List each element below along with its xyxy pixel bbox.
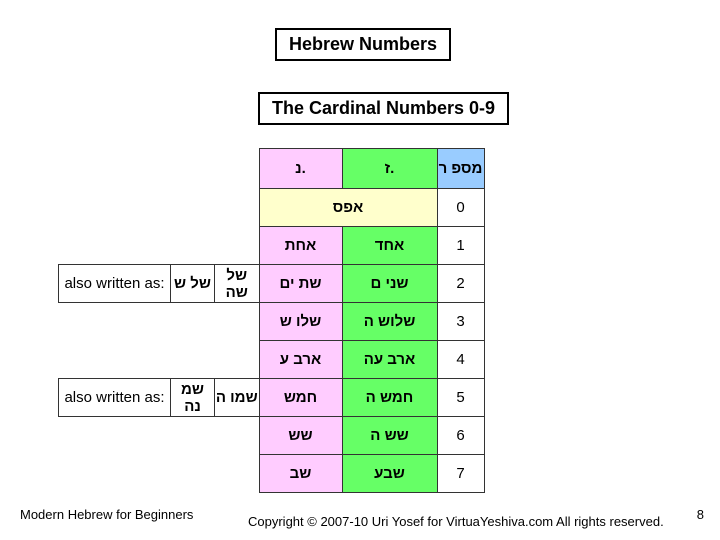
blank-cell xyxy=(59,227,171,265)
blank-cell xyxy=(215,455,260,493)
blank-cell xyxy=(215,341,260,379)
blank-cell xyxy=(59,341,171,379)
note-cell: also written as: xyxy=(59,265,171,303)
cell-number: 6 xyxy=(437,417,484,455)
cell-number: 7 xyxy=(437,455,484,493)
blank-cell xyxy=(59,149,171,189)
cell-number: 3 xyxy=(437,303,484,341)
blank-cell xyxy=(171,417,215,455)
blank-cell xyxy=(59,417,171,455)
alt-cell-2: של שה xyxy=(215,265,260,303)
cell-number: 4 xyxy=(437,341,484,379)
cell-zero-hebrew: אפס xyxy=(259,189,437,227)
footer-center: Copyright © 2007-10 Uri Yosef for Virtua… xyxy=(248,514,664,530)
blank-cell xyxy=(171,455,215,493)
blank-cell xyxy=(59,455,171,493)
cell-masculine: שלוש ה xyxy=(342,303,437,341)
footer-right: 8 xyxy=(697,507,704,522)
page-title: Hebrew Numbers xyxy=(275,28,451,61)
alt-cell-1: של ש xyxy=(171,265,215,303)
blank-cell xyxy=(215,189,260,227)
cell-feminine: חמש xyxy=(259,379,342,417)
cell-number: 0 xyxy=(437,189,484,227)
cell-number: 1 xyxy=(437,227,484,265)
cell-number: 5 xyxy=(437,379,484,417)
blank-cell xyxy=(171,341,215,379)
cell-feminine: אחת xyxy=(259,227,342,265)
note-cell: also written as: xyxy=(59,379,171,417)
cell-feminine: ארב ע xyxy=(259,341,342,379)
cell-feminine: שלו ש xyxy=(259,303,342,341)
cell-feminine: שש xyxy=(259,417,342,455)
blank-cell xyxy=(171,227,215,265)
section-title: The Cardinal Numbers 0-9 xyxy=(258,92,509,125)
blank-cell xyxy=(59,303,171,341)
cell-number: 2 xyxy=(437,265,484,303)
numbers-table: נ. ז. מספ ר אפס 0 אחת אחד 1 also written… xyxy=(58,148,485,493)
header-masculine: ז. xyxy=(342,149,437,189)
blank-cell xyxy=(171,149,215,189)
blank-cell xyxy=(215,417,260,455)
cell-masculine: שני ם xyxy=(342,265,437,303)
cell-masculine: שבע xyxy=(342,455,437,493)
header-number: מספ ר xyxy=(437,149,484,189)
cell-masculine: ארב עה xyxy=(342,341,437,379)
cell-masculine: חמש ה xyxy=(342,379,437,417)
cell-feminine: שת ים xyxy=(259,265,342,303)
alt-cell-1: שמ נה xyxy=(171,379,215,417)
blank-cell xyxy=(215,149,260,189)
cell-masculine: אחד xyxy=(342,227,437,265)
blank-cell xyxy=(215,303,260,341)
blank-cell xyxy=(215,227,260,265)
cell-feminine: שב xyxy=(259,455,342,493)
footer-left: Modern Hebrew for Beginners xyxy=(20,507,193,522)
header-feminine: נ. xyxy=(259,149,342,189)
alt-cell-2: שמו ה xyxy=(215,379,260,417)
blank-cell xyxy=(59,189,171,227)
cell-masculine: שש ה xyxy=(342,417,437,455)
blank-cell xyxy=(171,303,215,341)
blank-cell xyxy=(171,189,215,227)
